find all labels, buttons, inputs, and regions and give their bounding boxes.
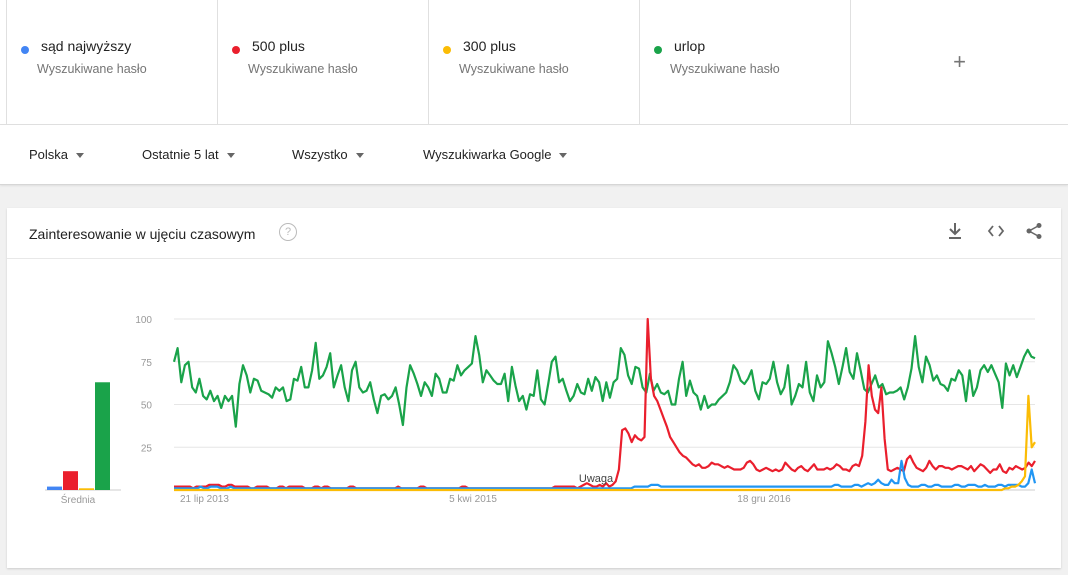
caret-down-icon (355, 153, 364, 159)
term-card-2[interactable]: 300 plus Wyszukiwane hasło (429, 0, 640, 124)
term-color-dot (654, 46, 662, 54)
term-name: sąd najwyższy (41, 38, 132, 54)
average-label: Średnia (61, 493, 96, 506)
region-dropdown[interactable]: Polska (29, 147, 85, 162)
average-bar (63, 471, 78, 490)
period-label: Ostatnie 5 lat (142, 147, 219, 162)
term-name: 300 plus (463, 38, 516, 54)
source-label: Wyszukiwarka Google (423, 147, 552, 162)
y-tick-label: 25 (141, 443, 153, 454)
series-line-urlop (172, 334, 1036, 428)
average-bar (95, 382, 110, 490)
term-type: Wyszukiwane hasło (670, 62, 780, 76)
term-color-dot (443, 46, 451, 54)
interest-over-time-card: Zainteresowanie w ujęciu czasowym ? 100 7… (7, 208, 1061, 568)
term-name: urlop (674, 38, 706, 54)
caret-down-icon (226, 153, 235, 159)
period-dropdown[interactable]: Ostatnie 5 lat (142, 147, 235, 162)
embed-icon[interactable] (987, 222, 1005, 244)
card-header: Zainteresowanie w ujęciu czasowym ? (7, 208, 1061, 259)
term-name: 500 plus (252, 38, 305, 54)
caret-down-icon (559, 153, 568, 159)
caret-down-icon (76, 153, 85, 159)
term-type: Wyszukiwane hasło (37, 62, 147, 76)
series-line-300-plus (174, 394, 1036, 492)
filter-bar: Polska Ostatnie 5 lat Wszystko Wyszukiwa… (0, 125, 1068, 185)
term-type: Wyszukiwane hasło (248, 62, 358, 76)
share-icon[interactable] (1025, 222, 1043, 244)
x-tick-label: 21 lip 2013 (180, 494, 229, 505)
term-color-dot (232, 46, 240, 54)
download-icon[interactable] (947, 222, 963, 244)
average-bar (79, 488, 94, 490)
x-tick-label: 18 gru 2016 (737, 494, 791, 505)
card-title: Zainteresowanie w ujęciu czasowym (29, 226, 256, 242)
interest-chart: 100 75 50 25 21 lip 2013 5 kwi 2015 18 gru 201… (45, 315, 1037, 506)
annotation-label: Uwaga (579, 473, 614, 485)
help-icon[interactable]: ? (279, 223, 297, 241)
series-line-sąd-najwyższy (174, 459, 1037, 490)
term-card-1[interactable]: 500 plus Wyszukiwane hasło (218, 0, 429, 124)
category-label: Wszystko (292, 147, 348, 162)
region-label: Polska (29, 147, 69, 162)
y-tick-label: 50 (141, 401, 153, 412)
add-term-button[interactable]: + (953, 49, 966, 74)
search-terms-bar: sąd najwyższy Wyszukiwane hasło 500 plus… (0, 0, 1068, 125)
x-tick-label: 5 kwi 2015 (449, 494, 497, 505)
term-type: Wyszukiwane hasło (459, 62, 569, 76)
y-tick-label: 100 (135, 315, 152, 326)
series-line-500-plus (174, 317, 1036, 490)
average-bar (47, 486, 62, 490)
term-card-0[interactable]: sąd najwyższy Wyszukiwane hasło (6, 0, 218, 124)
term-card-3[interactable]: urlop Wyszukiwane hasło (640, 0, 851, 124)
term-color-dot (21, 46, 29, 54)
source-dropdown[interactable]: Wyszukiwarka Google (423, 147, 568, 162)
category-dropdown[interactable]: Wszystko (292, 147, 364, 162)
y-tick-label: 75 (141, 358, 153, 369)
